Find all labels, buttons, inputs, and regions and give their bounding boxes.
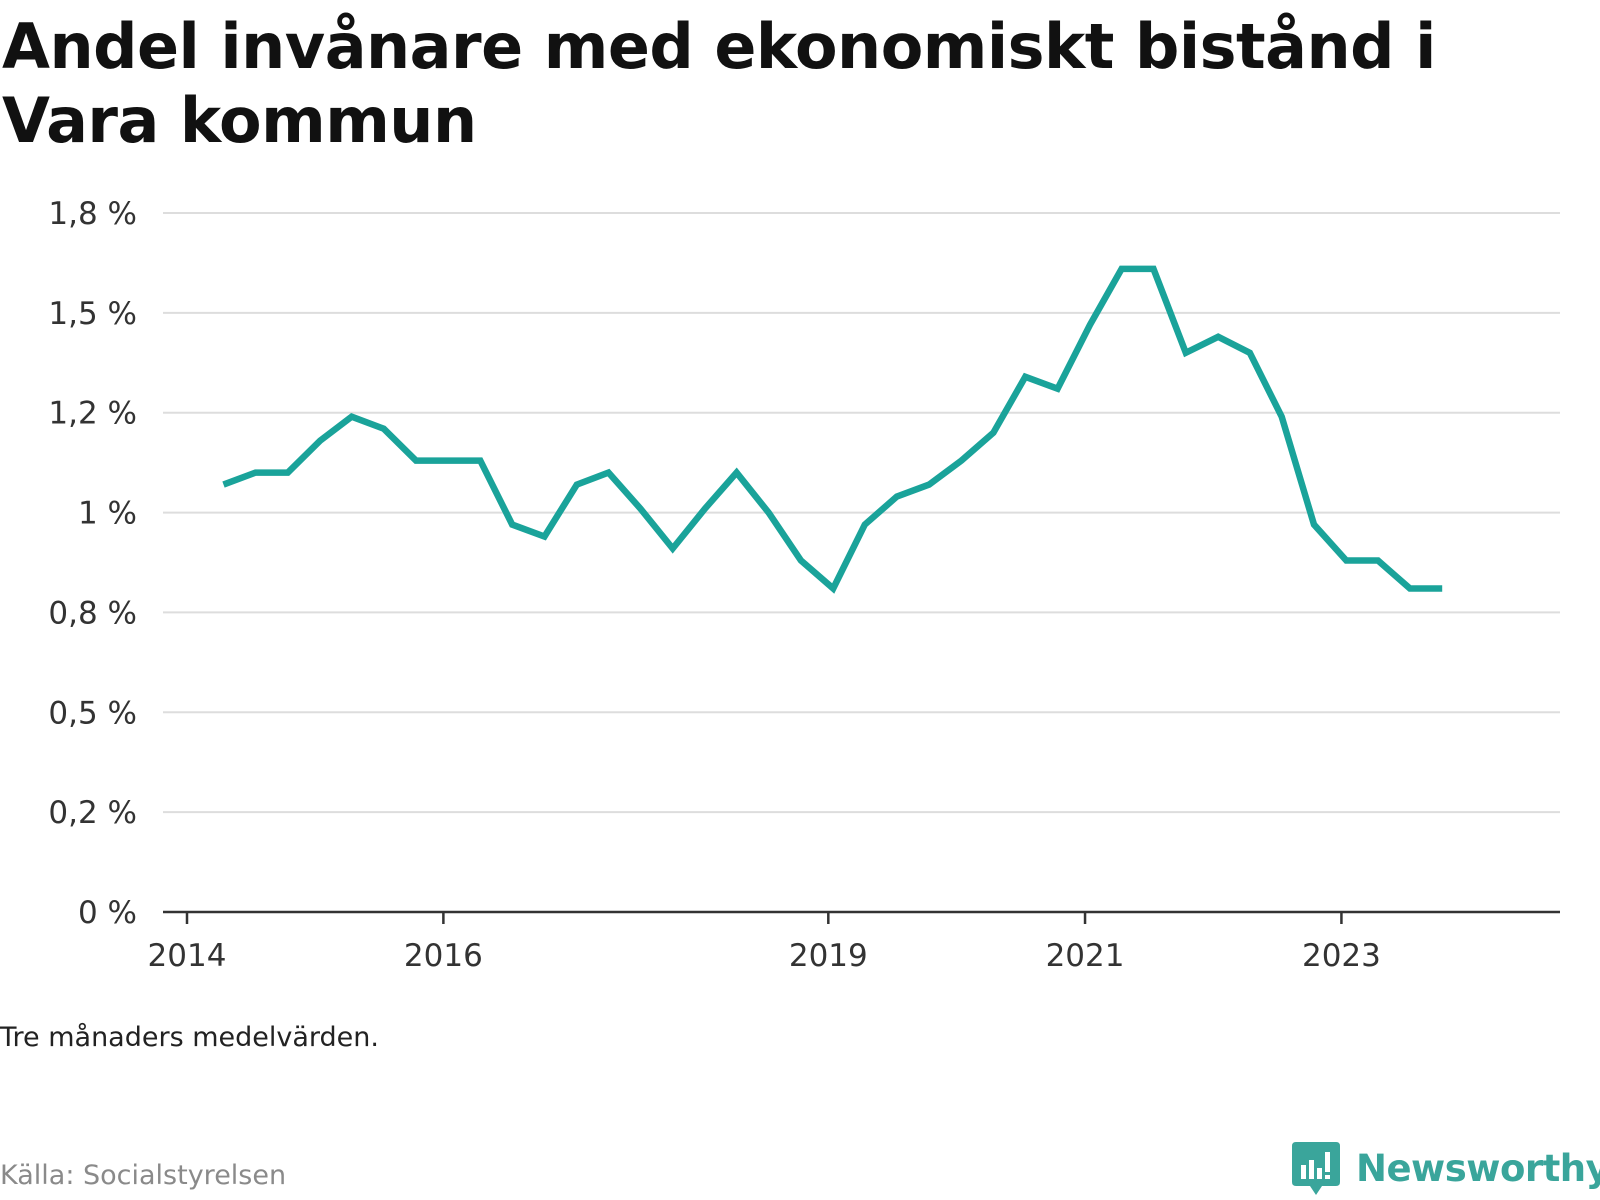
y-tick-label: 0 % <box>78 895 137 931</box>
y-tick-label: 0,2 % <box>48 795 137 831</box>
x-tick-label: 2019 <box>789 938 868 974</box>
source-label: Källa: Socialstyrelsen <box>0 1160 287 1191</box>
x-tick-label: 2014 <box>148 938 227 974</box>
y-tick-label: 0,5 % <box>48 695 137 731</box>
x-tick-label: 2021 <box>1046 938 1125 974</box>
y-axis-tick-labels: 0 % 0,2 % 0,5 % 0,8 % 1 % 1,2 % 1,5 % 1,8 % <box>48 196 137 931</box>
series-layer <box>222 265 1443 594</box>
gridlines <box>163 212 1560 814</box>
chart-note: Tre månaders medelvärden. <box>0 1022 379 1053</box>
y-tick-label: 1,8 % <box>48 196 137 232</box>
newsworthy-logo-icon <box>1292 1142 1340 1195</box>
series-line <box>222 265 1443 594</box>
brand-logo: Newsworthy <box>1290 1140 1600 1196</box>
y-tick-label: 0,8 % <box>48 595 137 631</box>
x-tick-label: 2023 <box>1302 938 1381 974</box>
y-tick-label: 1,5 % <box>48 296 137 332</box>
x-tick-label: 2016 <box>404 938 483 974</box>
y-tick-label: 1,2 % <box>48 396 137 432</box>
x-axis: 2014 2016 2019 2021 2023 <box>148 910 1560 974</box>
line-chart: 0 % 0,2 % 0,5 % 0,8 % 1 % 1,2 % 1,5 % 1,8 % 201… <box>48 196 1560 974</box>
chart-title: Andel invånare med ekonomiskt bistånd i … <box>2 10 1436 157</box>
brand-name: Newsworthy <box>1356 1146 1600 1190</box>
y-tick-label: 1 % <box>78 496 137 532</box>
